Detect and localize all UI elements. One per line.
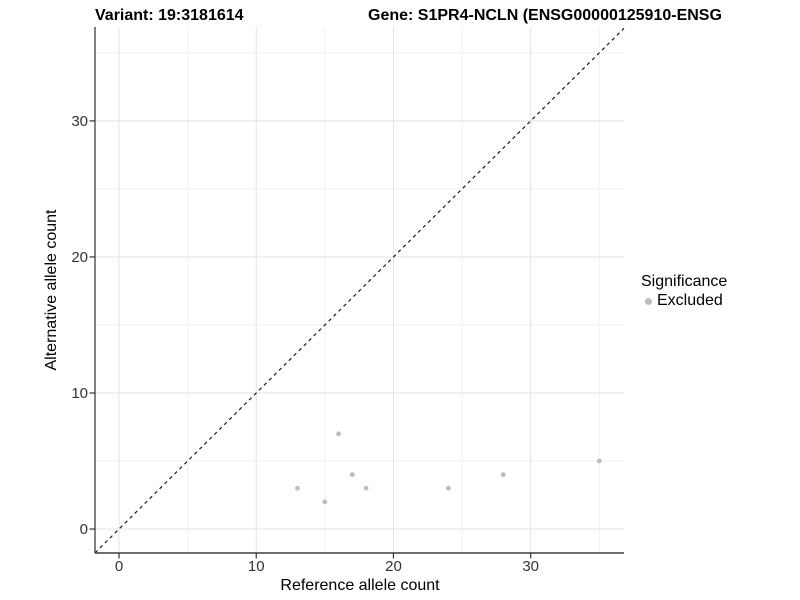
x-tick-label: 20 — [385, 558, 402, 575]
x-tick-label: 0 — [115, 558, 123, 575]
x-tick-label: 10 — [248, 558, 265, 575]
legend-title: Significance — [641, 273, 728, 290]
y-tick-label: 20 — [71, 249, 88, 266]
legend: Significance Excluded — [641, 273, 727, 310]
plot-title-gene: Gene: S1PR4-NCLN (ENSG00000125910-ENSG — [368, 7, 722, 24]
legend-item-label: Excluded — [657, 292, 723, 309]
plot-title-variant: Variant: 19:3181614 — [95, 7, 244, 24]
data-point — [500, 472, 506, 478]
data-point — [596, 458, 602, 464]
data-point — [445, 485, 451, 491]
legend-point-icon — [645, 297, 652, 305]
x-tick-label: 30 — [522, 558, 539, 575]
y-tick-label: 10 — [71, 385, 88, 402]
identity-line — [94, 27, 625, 554]
data-point — [295, 485, 300, 491]
data-point — [322, 499, 328, 505]
y-tick-label: 30 — [71, 113, 88, 130]
legend-items: Excluded — [641, 292, 727, 310]
y-tick-label: 0 — [80, 521, 88, 538]
y-axis-label: Alternative allele count — [43, 209, 60, 371]
legend-item-excluded: Excluded — [641, 292, 727, 310]
data-point — [349, 472, 355, 478]
data-point — [336, 431, 341, 437]
data-point — [363, 485, 369, 491]
x-axis-label: Reference allele count — [280, 577, 440, 594]
